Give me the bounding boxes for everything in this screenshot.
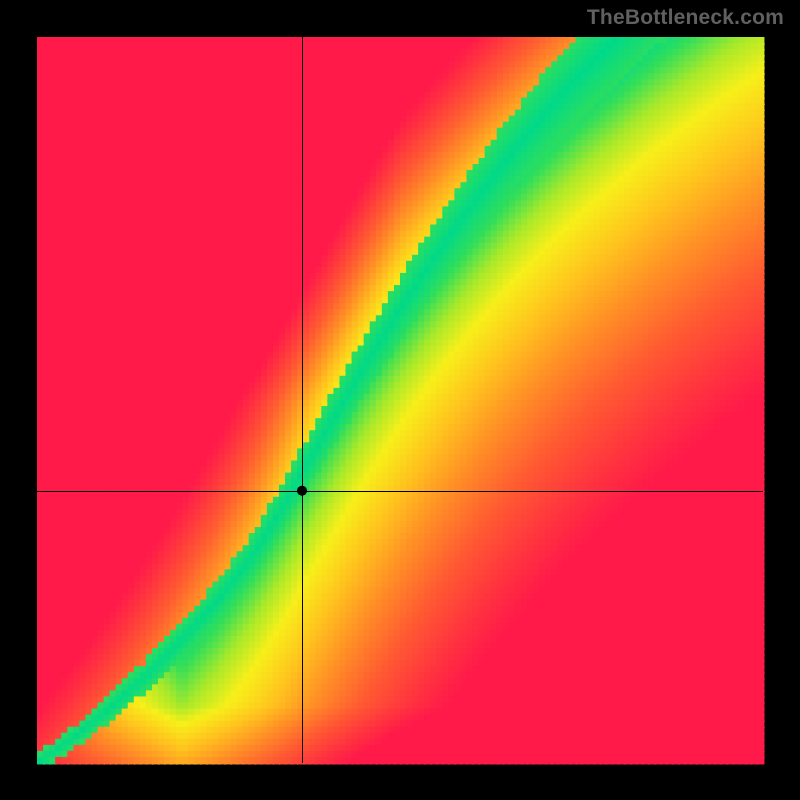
watermark-text: TheBottleneck.com (587, 6, 784, 30)
chart-container: TheBottleneck.com (0, 0, 800, 800)
bottleneck-heatmap (0, 0, 800, 800)
